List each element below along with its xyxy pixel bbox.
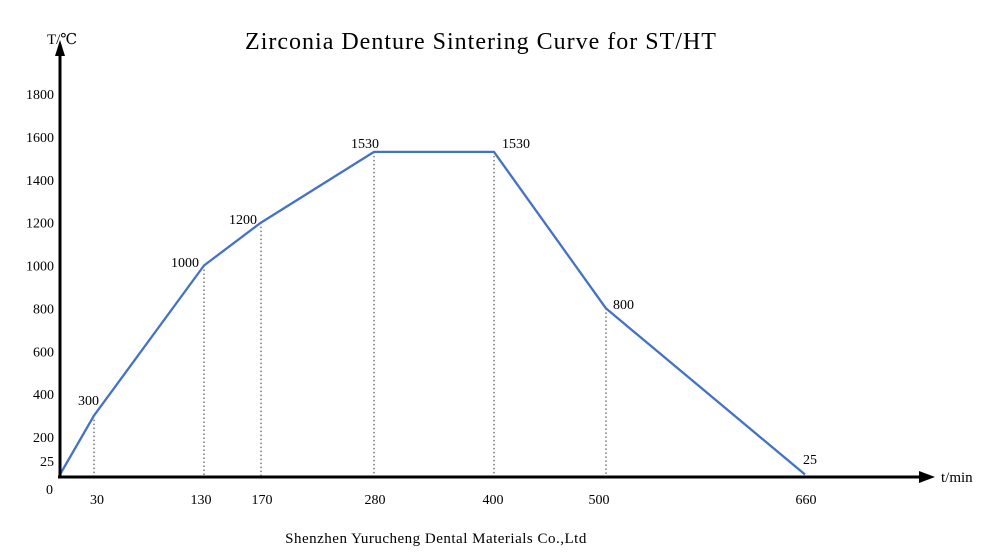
- point-value-label: 1530: [502, 137, 530, 152]
- y-tick-label: 1000: [26, 260, 54, 275]
- y-tick-label: 1800: [26, 88, 54, 103]
- x-tick-label: 170: [252, 493, 273, 508]
- point-value-label: 1530: [351, 137, 379, 152]
- point-value-label: 300: [78, 394, 99, 409]
- x-tick-label: 280: [365, 493, 386, 508]
- y-tick-label: 1200: [26, 217, 54, 232]
- point-value-label: 800: [613, 298, 634, 313]
- x-tick-label: 30: [90, 493, 104, 508]
- point-labels-group: 300 1000 1200 1530 1530 800 25: [78, 137, 817, 468]
- temperature-curve: [59, 150, 806, 476]
- guide-lines-group: [93, 151, 607, 476]
- y-tick-label: 400: [33, 388, 54, 403]
- point-value-label: 1000: [171, 256, 199, 271]
- y-tick-label: 200: [33, 431, 54, 446]
- x-axis-unit-label: t/min: [941, 470, 973, 486]
- y-tick-label: 600: [33, 345, 54, 360]
- x-tick-labels-group: 30 130 170 280 400 500 660: [90, 493, 817, 508]
- y-axis-arrowhead-icon: [55, 40, 65, 56]
- axes-group: [55, 40, 935, 483]
- point-value-label: 1200: [229, 213, 257, 228]
- x-tick-label: 660: [796, 493, 817, 508]
- temperature-curve-group: [59, 150, 806, 476]
- point-value-label: 25: [803, 453, 817, 468]
- x-axis-arrowhead-icon: [919, 471, 935, 483]
- company-footer: Shenzhen Yurucheng Dental Materials Co.,…: [285, 531, 587, 547]
- x-tick-label: 130: [191, 493, 212, 508]
- origin-tick-label: 0: [46, 483, 53, 498]
- y-tick-labels-group: 1800 1600 1400 1200 1000 800 600 400 200 25: [26, 88, 54, 470]
- x-tick-label: 400: [483, 493, 504, 508]
- y-axis-unit-label: T/℃: [47, 32, 77, 48]
- y-tick-label: 1600: [26, 131, 54, 146]
- y-tick-label: 1400: [26, 174, 54, 189]
- y-tick-label: 800: [33, 302, 54, 317]
- y-tick-label: 25: [40, 455, 54, 470]
- chart-title: Zirconia Denture Sintering Curve for ST/…: [245, 29, 717, 55]
- x-tick-label: 500: [589, 493, 610, 508]
